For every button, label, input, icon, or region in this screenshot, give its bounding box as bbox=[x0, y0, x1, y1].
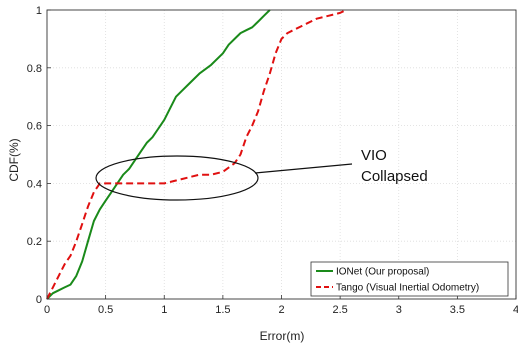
x-tick-label: 3.5 bbox=[450, 304, 465, 316]
x-tick-label: 4 bbox=[513, 304, 518, 316]
series-layer bbox=[46, 9, 347, 300]
annotation-line-1: VIO bbox=[361, 147, 387, 164]
x-tick-label: 2.5 bbox=[332, 304, 347, 316]
legend-label-tango: Tango (Visual Inertial Odometry) bbox=[336, 283, 479, 294]
y-tick-label: 1 bbox=[36, 5, 42, 17]
x-tick-label: 3 bbox=[396, 304, 402, 316]
series-line-ionet bbox=[46, 9, 271, 300]
x-tick-label: 1.5 bbox=[215, 304, 230, 316]
x-axis-label: Error(m) bbox=[260, 329, 305, 343]
x-tick-label: 1 bbox=[161, 304, 167, 316]
annotation-line-2: Collapsed bbox=[361, 168, 428, 185]
annotation: VIO Collapsed bbox=[95, 147, 428, 201]
y-tick-label: 0.8 bbox=[27, 63, 42, 75]
x-tick-label: 0.5 bbox=[98, 304, 113, 316]
x-tick-label: 0 bbox=[44, 304, 50, 316]
legend-label-ionet: IONet (Our proposal) bbox=[336, 267, 429, 278]
series-line-tango bbox=[46, 9, 347, 300]
y-tick-label: 0 bbox=[36, 294, 42, 306]
legend-box bbox=[310, 261, 509, 297]
grid-lines bbox=[47, 10, 516, 299]
y-tick-label: 0.2 bbox=[27, 236, 42, 248]
x-tick-label: 2 bbox=[278, 304, 284, 316]
legend: IONet (Our proposal) Tango (Visual Inert… bbox=[310, 261, 509, 297]
y-axis-label: CDF(%) bbox=[7, 138, 21, 181]
y-tick-label: 0.6 bbox=[27, 121, 42, 133]
annotation-pointer bbox=[254, 163, 353, 174]
annotation-ellipse bbox=[95, 155, 259, 201]
axis-ticks: 0 0.5 1 1.5 2 2.5 3 3.5 4 0 0.2 0.4 0.6 0.8 1 bbox=[27, 5, 518, 316]
y-tick-label: 0.4 bbox=[27, 178, 42, 190]
